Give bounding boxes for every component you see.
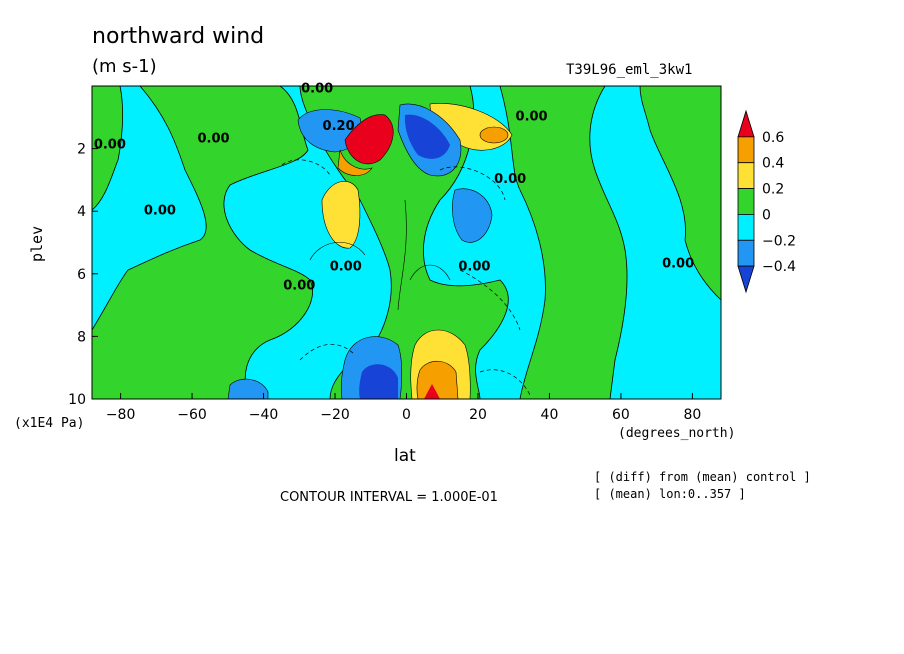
colorbar-swatch (737, 162, 755, 189)
green-region-south (92, 86, 313, 399)
blue-south-edge-lower (227, 378, 269, 399)
contour-label: 0.00 (330, 260, 362, 275)
chart-title: northward wind (92, 24, 265, 49)
mean-note: [ (mean) lon:0..357 ] (594, 487, 746, 501)
darkblue-north-upper (404, 114, 450, 159)
contour-label: 0.00 (197, 131, 229, 146)
colorbar-label: 0.4 (762, 156, 784, 172)
red-south-upper (344, 114, 394, 165)
y-tick-label: 8 (77, 329, 86, 345)
contour-label: 0.00 (144, 203, 176, 218)
contour-fill (92, 86, 721, 399)
contour-labels: 0.00 0.20 0.00 0.00 0.00 0.00 0.00 0.00 0.00 0.00… (94, 81, 694, 293)
colorbar-swatch (737, 214, 755, 241)
y-tick-label: 2 (77, 142, 86, 158)
orange-upper-right (479, 126, 509, 144)
x-axis-label: lat (394, 446, 416, 466)
x-tick-label: −20 (320, 407, 350, 423)
colorbar-label: 0.2 (762, 182, 784, 198)
colorbar-top-arrow (737, 109, 755, 138)
x-tick-label: −80 (106, 407, 136, 423)
orange-north-lower (416, 360, 459, 399)
x-tick-label: 40 (541, 407, 559, 423)
colorbar-label: −0.4 (762, 259, 796, 275)
x-tick-label: 60 (612, 407, 630, 423)
contour-label: 0.00 (283, 278, 315, 293)
colorbar-swatch (737, 136, 755, 164)
colorbar-label: −0.2 (762, 233, 796, 249)
x-tick-label: −40 (249, 407, 279, 423)
green-region-north-edge (639, 86, 721, 301)
y-tick-label: 4 (77, 204, 86, 220)
colorbar-swatch (737, 188, 755, 215)
orange-south-upper (337, 149, 373, 176)
y-axis-ticks: 2 4 6 8 10 (68, 142, 98, 408)
green-region-north (499, 86, 628, 399)
contour-label: 0.00 (662, 257, 694, 272)
x-tick-label: 80 (683, 407, 701, 423)
x-tick-label: 20 (469, 407, 487, 423)
contour-label: 0.00 (94, 138, 126, 153)
contour-label: 0.00 (458, 260, 490, 275)
run-id-label: T39L96_eml_3kw1 (566, 62, 693, 78)
contour-label: 0.00 (301, 81, 333, 96)
contour-label: 0.20 (323, 119, 355, 134)
chart-units: (m s-1) (92, 56, 157, 77)
colorbar-bottom-arrow (737, 265, 755, 294)
colorbar-label: 0 (762, 207, 771, 223)
x-axis-unit: (degrees_north) (618, 426, 736, 441)
y-tick-label: 6 (77, 267, 86, 283)
x-tick-label: −60 (177, 407, 207, 423)
contour-interval: CONTOUR INTERVAL = 1.000E-01 (280, 490, 498, 505)
darkblue-south-lower (359, 364, 398, 399)
yellow-south-mid (321, 181, 361, 249)
thin-contours (309, 199, 451, 311)
y-tick-label: 10 (68, 392, 86, 408)
blue-north-mid (452, 188, 493, 243)
y-axis-unit: (x1E4 Pa) (14, 416, 85, 431)
x-axis-ticks: −80 −60 −40 −20 0 20 40 60 80 (106, 393, 701, 423)
x-tick-label: 0 (402, 407, 411, 423)
green-region-south-edge (92, 86, 123, 211)
colorbar-swatch (737, 239, 755, 267)
colorbar: 0.6 0.4 0.2 0 −0.2 −0.4 (737, 109, 796, 294)
red-north-lower (424, 384, 440, 399)
diff-note: [ (diff) from (mean) control ] (594, 470, 811, 484)
contour-label: 0.00 (516, 109, 548, 124)
colorbar-label: 0.6 (762, 130, 784, 146)
contour-label: 0.00 (494, 172, 526, 187)
